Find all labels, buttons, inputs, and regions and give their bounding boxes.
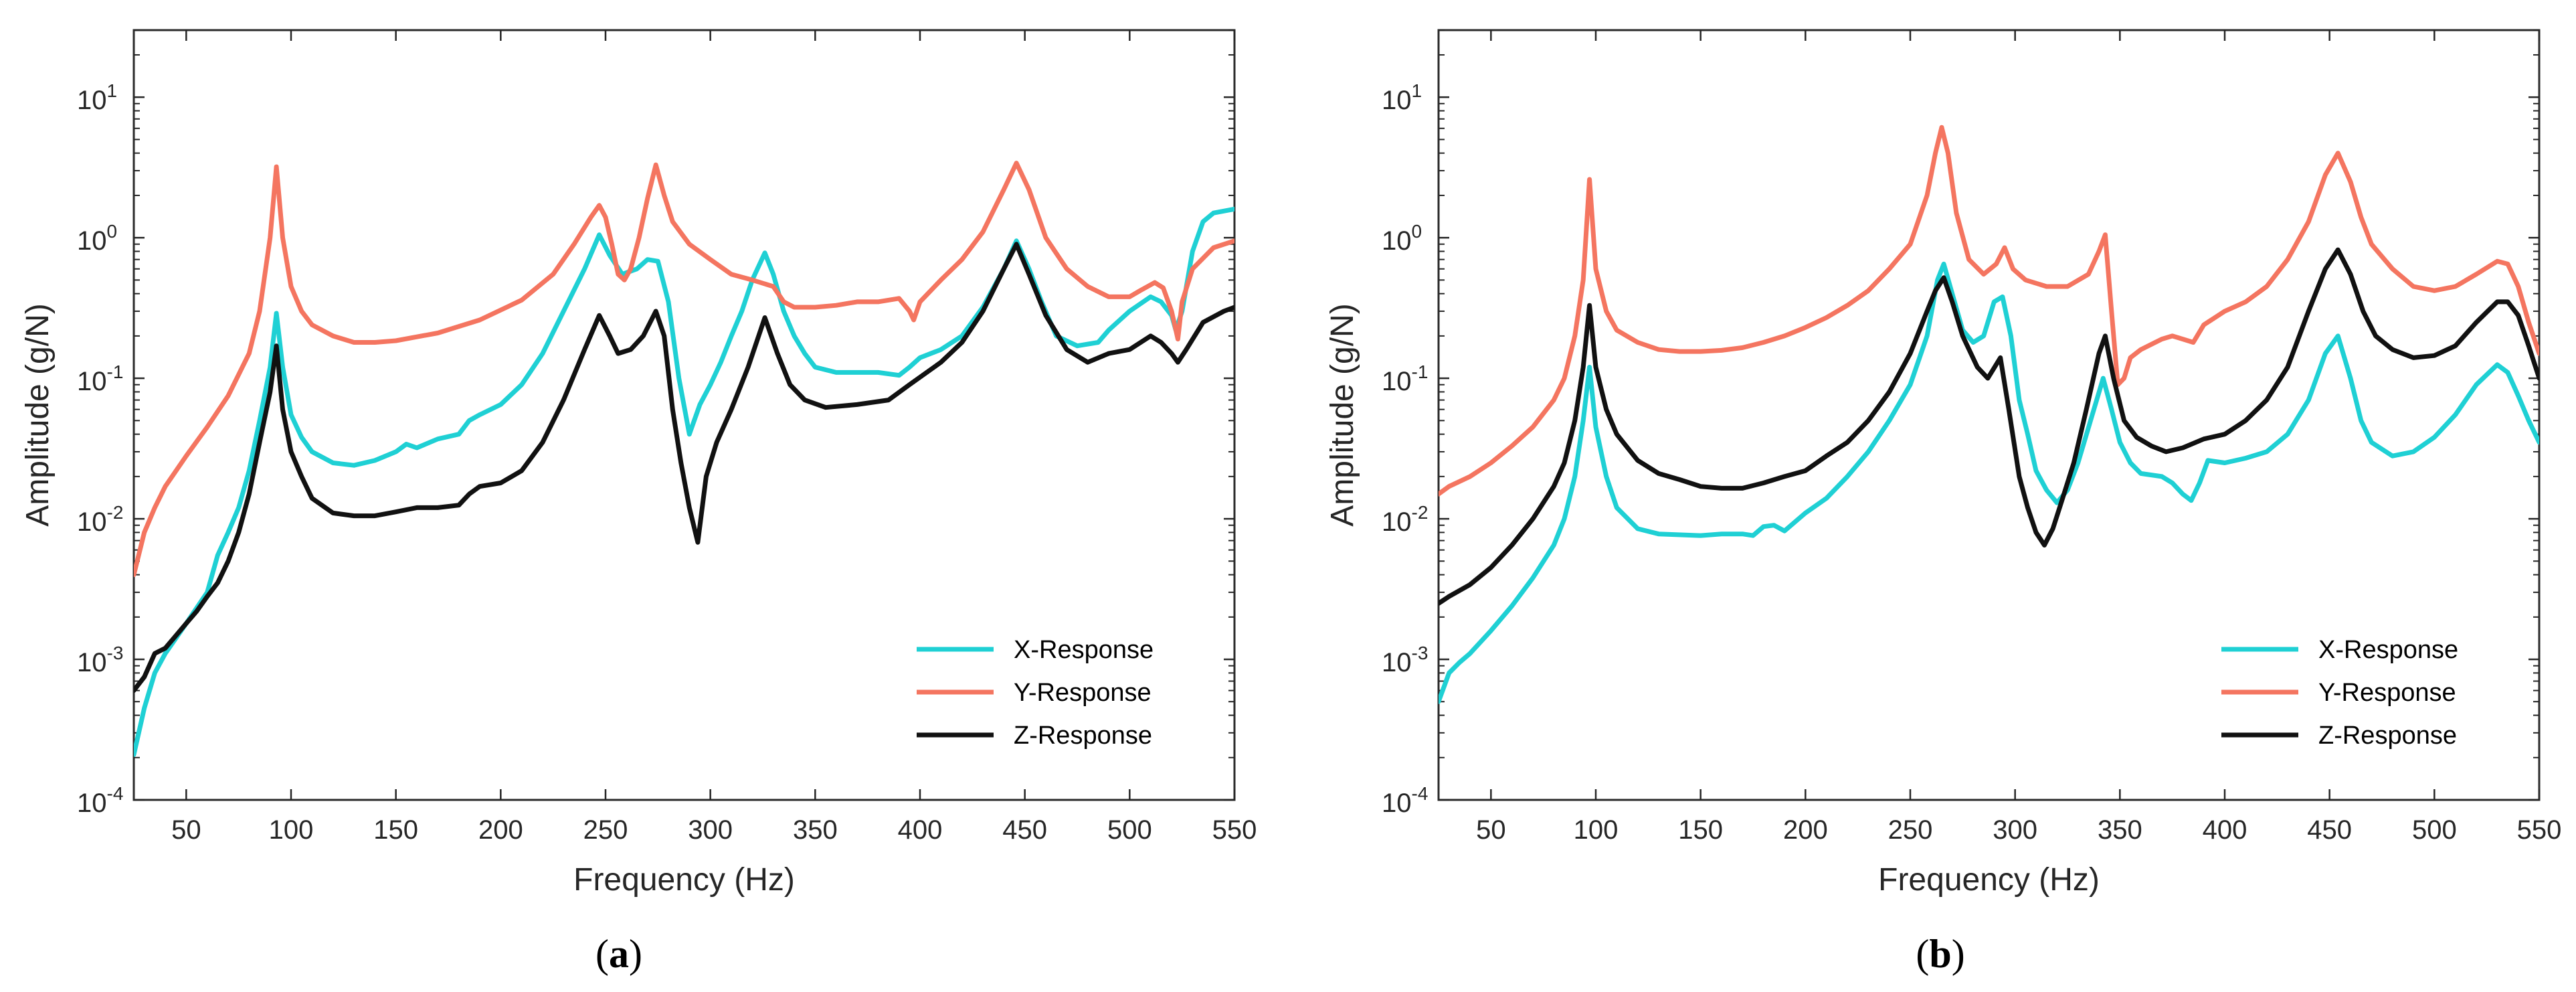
- panel-caption: (b): [1916, 932, 1964, 976]
- y-tick-label: 101: [77, 80, 117, 115]
- y-tick-label: 10-1: [77, 361, 123, 396]
- y-tick-exponent: -1: [107, 361, 124, 382]
- y-tick-base: 10: [77, 226, 107, 256]
- y-tick-label: 100: [77, 221, 117, 256]
- y-tick-base: 10: [77, 648, 107, 677]
- y-tick-exponent: -4: [1412, 783, 1429, 804]
- x-tick-label: 50: [171, 815, 201, 845]
- x-tick-label: 250: [1888, 815, 1933, 845]
- y-tick-label: 100: [1382, 221, 1422, 256]
- panel-caption: (a): [595, 932, 642, 976]
- chart-panel-b: 50 100 150 200 250 300 350 400 450 500 55010-410-3…: [1325, 29, 2562, 976]
- legend-label-z-response: Z-Response: [2318, 722, 2457, 750]
- y-tick-exponent: -3: [107, 643, 124, 663]
- legend-label-z-response: Z-Response: [1014, 722, 1152, 750]
- x-tick-label: 200: [1783, 815, 1828, 845]
- x-tick-label: 50: [1476, 815, 1506, 845]
- y-tick-base: 10: [1382, 507, 1412, 537]
- plot-frame: [132, 29, 1236, 801]
- x-tick-label: 550: [1212, 815, 1257, 845]
- y-tick-label: 10-4: [77, 783, 123, 818]
- y-tick-base: 10: [1382, 648, 1412, 677]
- y-tick-exponent: 0: [107, 221, 118, 242]
- legend-label-x-response: X-Response: [2318, 636, 2458, 664]
- x-tick-label: 150: [373, 815, 418, 845]
- y-tick-exponent: 1: [1412, 80, 1422, 101]
- x-tick-label: 400: [898, 815, 943, 845]
- x-tick-label: 150: [1678, 815, 1723, 845]
- y-tick-base: 10: [1382, 367, 1412, 396]
- panel-caption-letter: a: [609, 932, 629, 976]
- y-tick-label: 10-3: [1382, 643, 1428, 677]
- series-line-y-response: [1439, 125, 2539, 497]
- x-tick-label: 300: [688, 815, 733, 845]
- x-tick-label: 450: [1002, 815, 1047, 845]
- y-tick-exponent: -1: [1412, 361, 1429, 382]
- y-tick-base: 10: [1382, 226, 1412, 256]
- panel-caption-letter: b: [1929, 932, 1951, 976]
- x-axis-title: Frequency (Hz): [1878, 862, 2100, 898]
- y-tick-exponent: 0: [1412, 221, 1422, 242]
- series-line-z-response: [1439, 247, 2539, 606]
- x-axis-title: Frequency (Hz): [573, 862, 795, 898]
- series-line-x-response: [1439, 261, 2539, 704]
- chart-panel-a: 50 100 150 200 250 300 350 400 450 500 55010-410-3…: [20, 29, 1257, 976]
- plot-frame: [1437, 29, 2541, 801]
- y-tick-exponent: -2: [1412, 502, 1429, 523]
- x-tick-label: 350: [2098, 815, 2142, 845]
- y-tick-base: 10: [77, 367, 107, 396]
- y-tick-label: 10-2: [1382, 502, 1428, 537]
- y-tick-label: 10-3: [77, 643, 123, 677]
- legend-label-y-response: Y-Response: [2318, 679, 2456, 707]
- y-tick-exponent: -3: [1412, 643, 1429, 663]
- x-tick-label: 350: [793, 815, 838, 845]
- legend-label-x-response: X-Response: [1014, 636, 1154, 664]
- x-tick-label: 300: [1993, 815, 2037, 845]
- y-tick-base: 10: [77, 507, 107, 537]
- x-tick-label: 250: [583, 815, 628, 845]
- y-tick-base: 10: [1382, 789, 1412, 818]
- y-tick-base: 10: [77, 789, 107, 818]
- y-axis-title: Amplitude (g/N): [1325, 303, 1360, 526]
- y-tick-label: 10-4: [1382, 783, 1428, 818]
- x-tick-label: 450: [2307, 815, 2352, 845]
- y-axis-title: Amplitude (g/N): [20, 303, 56, 526]
- y-tick-exponent: -2: [107, 502, 124, 523]
- y-tick-label: 10-1: [1382, 361, 1428, 396]
- x-tick-label: 200: [478, 815, 523, 845]
- y-tick-base: 10: [1382, 86, 1412, 115]
- series-line-z-response: [134, 242, 1234, 693]
- x-tick-label: 100: [269, 815, 314, 845]
- legend-label-y-response: Y-Response: [1014, 679, 1152, 707]
- x-tick-label: 500: [2412, 815, 2457, 845]
- y-tick-exponent: -4: [107, 783, 124, 804]
- x-tick-label: 400: [2203, 815, 2247, 845]
- y-tick-base: 10: [77, 86, 107, 115]
- x-tick-label: 550: [2517, 815, 2562, 845]
- y-tick-label: 101: [1382, 80, 1422, 115]
- x-tick-label: 100: [1574, 815, 1619, 845]
- y-tick-exponent: 1: [107, 80, 118, 101]
- x-tick-label: 500: [1107, 815, 1152, 845]
- series-line-y-response: [134, 161, 1234, 578]
- y-tick-label: 10-2: [77, 502, 123, 537]
